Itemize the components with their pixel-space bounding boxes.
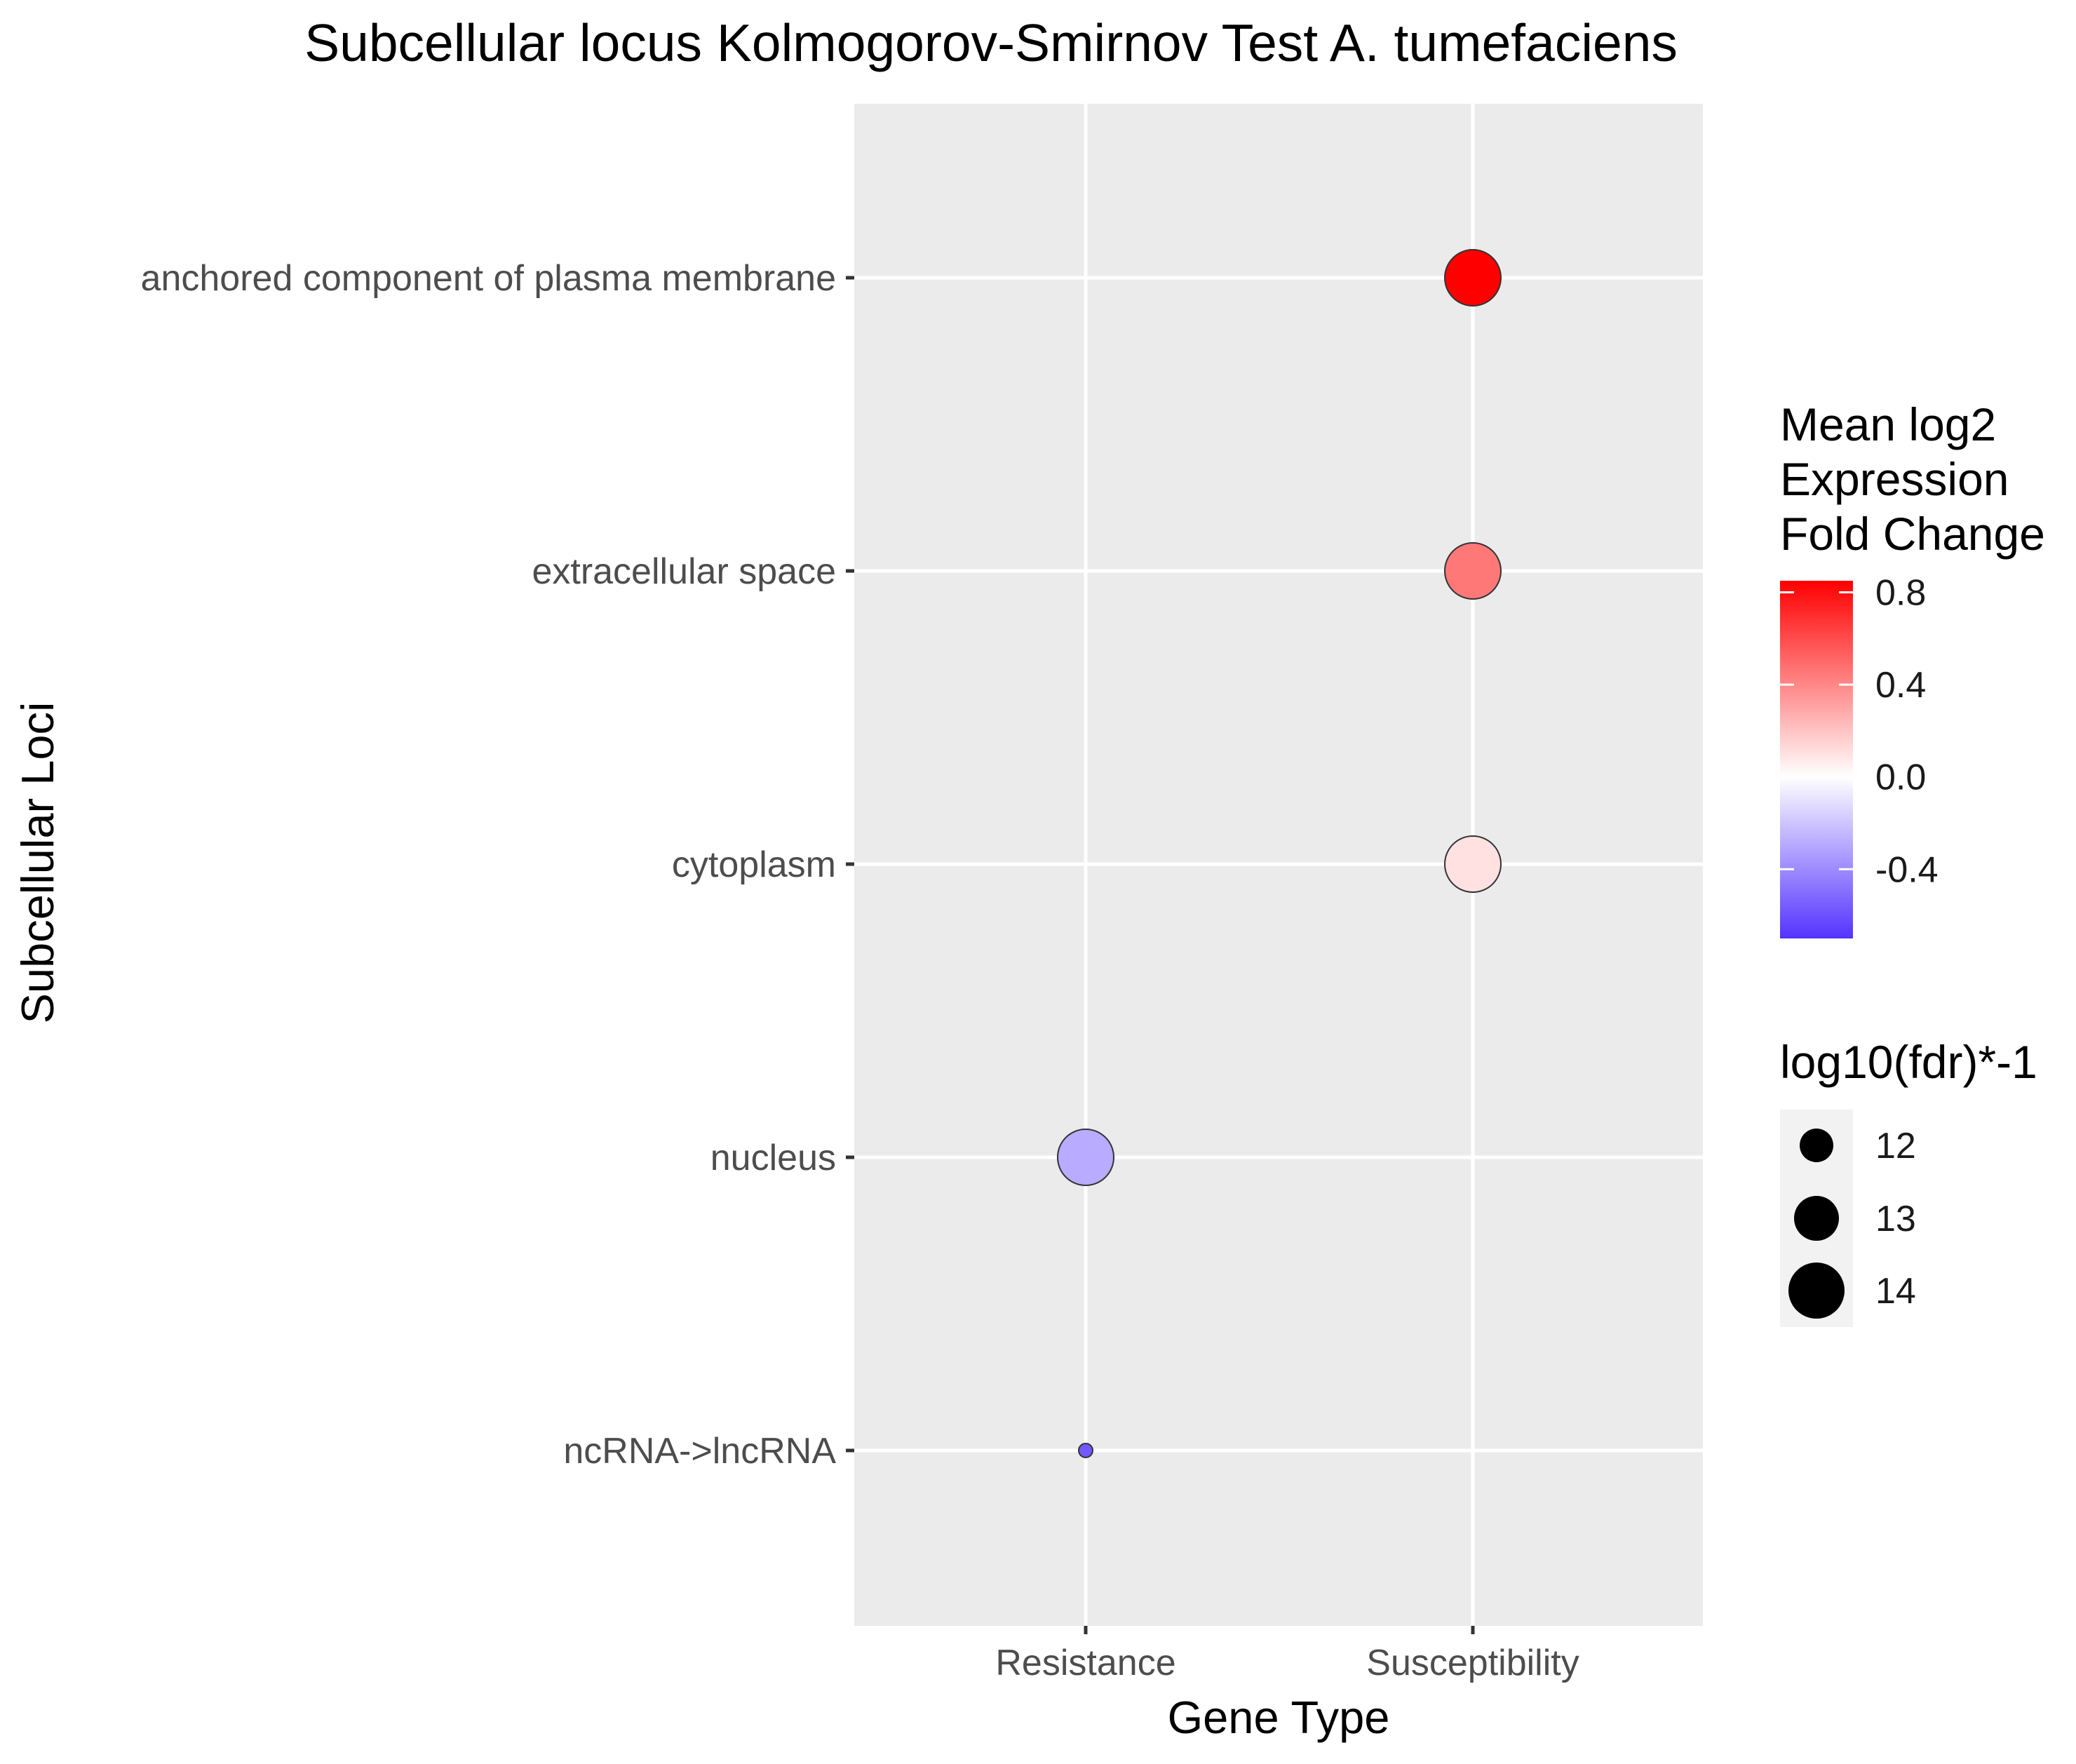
y-axis: anchored component of plasma membrane ext…	[141, 258, 854, 1472]
color-legend-title-line: Mean log2	[1780, 398, 1996, 450]
data-point	[1057, 1129, 1114, 1186]
colorbar-label: 0.8	[1875, 572, 1926, 613]
size-legend-label: 12	[1875, 1126, 1916, 1166]
data-point	[1444, 249, 1502, 307]
data-point	[1444, 835, 1502, 893]
size-legend-dot	[1800, 1129, 1833, 1162]
y-tick-label: extracellular space	[532, 551, 836, 592]
size-legend: log10(fdr)*-1 12 13 14	[1780, 1036, 2037, 1327]
size-legend-label: 14	[1875, 1271, 1916, 1312]
x-axis-title: Gene Type	[1168, 1692, 1390, 1743]
x-axis: Resistance Susceptibility	[995, 1626, 1579, 1683]
color-legend-title-line: Expression	[1780, 453, 2009, 505]
color-legend-title: Mean log2 Expression Fold Change	[1780, 398, 2045, 560]
colorbar-label: 0.0	[1875, 758, 1926, 798]
data-point	[1078, 1443, 1093, 1458]
color-legend: Mean log2 Expression Fold Change 0.8 0.4 0.0…	[1780, 398, 2045, 938]
size-legend-dot	[1794, 1196, 1839, 1241]
y-tick-label: anchored component of plasma membrane	[141, 258, 836, 299]
size-legend-keys: 12 13 14	[1788, 1126, 1916, 1319]
size-legend-dot	[1788, 1263, 1845, 1319]
size-legend-label: 13	[1875, 1199, 1916, 1239]
x-tick-label: Resistance	[995, 1643, 1175, 1683]
colorbar	[1780, 581, 1853, 938]
plot-panel	[854, 104, 1703, 1626]
y-tick-label: nucleus	[710, 1138, 836, 1178]
chart-title: Subcellular locus Kolmogorov-Smirnov Tes…	[304, 13, 1678, 72]
colorbar-label: 0.4	[1875, 665, 1926, 706]
colorbar-label: -0.4	[1875, 849, 1939, 890]
size-legend-title: log10(fdr)*-1	[1780, 1036, 2037, 1088]
color-legend-title-line: Fold Change	[1780, 508, 2045, 560]
y-tick-label: ncRNA->lncRNA	[563, 1431, 836, 1472]
y-tick-label: cytoplasm	[672, 844, 836, 885]
x-tick-label: Susceptibility	[1366, 1643, 1579, 1683]
y-axis-title: Subcellular Loci	[12, 702, 63, 1024]
data-point	[1444, 542, 1502, 600]
colorbar-ticks: 0.8 0.4 0.0 -0.4	[1780, 572, 1939, 890]
